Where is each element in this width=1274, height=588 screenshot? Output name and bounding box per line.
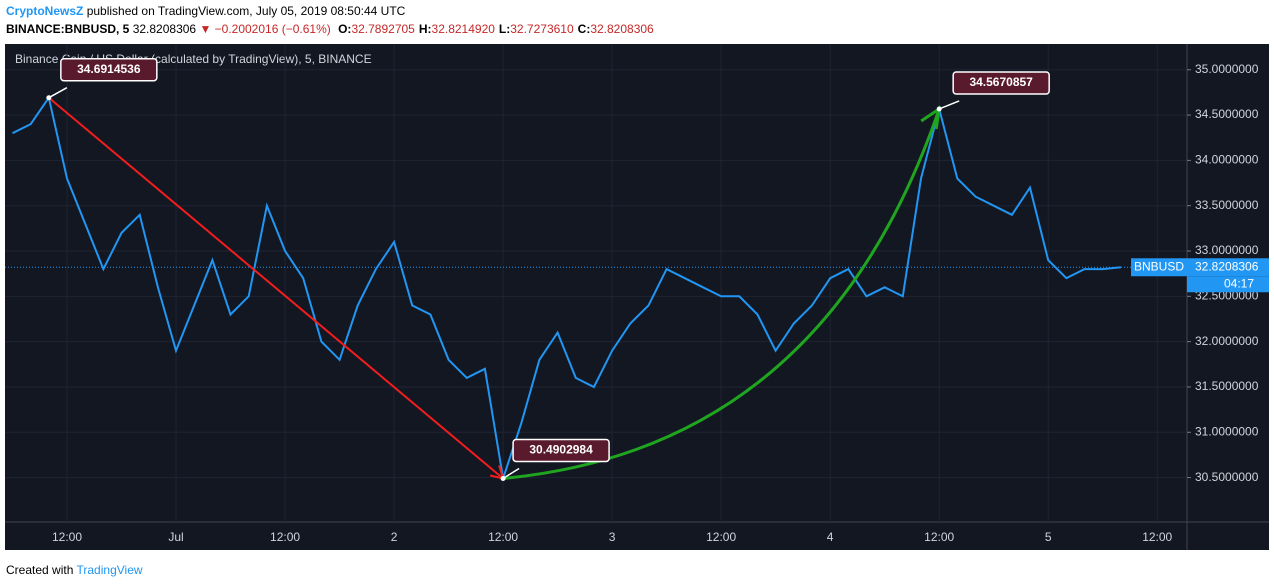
callout-dot [936, 106, 942, 112]
y-tick-label: 31.0000000 [1195, 424, 1259, 438]
ohlc-value: 32.8214920 [431, 22, 495, 36]
ohlc-key: O: [338, 22, 352, 36]
published: published on TradingView.com, July 05, 2… [86, 4, 406, 18]
ohlc-key: L: [498, 22, 511, 36]
trend-down [48, 96, 504, 480]
trend-up [502, 108, 941, 480]
y-tick-label: 31.5000000 [1195, 379, 1259, 393]
y-tick-label: 34.5000000 [1195, 107, 1259, 121]
x-tick-label: 12:00 [52, 530, 82, 544]
callout-label: 30.4902984 [529, 443, 593, 457]
price-tag-label: 32.8208306 [1195, 259, 1259, 273]
footer: Created with TradingView [6, 563, 143, 577]
x-tick-label: 3 [609, 530, 616, 544]
y-tick-label: 34.0000000 [1195, 153, 1259, 167]
callout-box [952, 71, 1050, 95]
ohlc-value: 32.8208306 [590, 22, 654, 36]
callout-line [502, 467, 520, 480]
y-tick-label: 32.0000000 [1195, 334, 1259, 348]
y-tick-label: 33.0000000 [1195, 243, 1259, 257]
x-tick-label: Jul [168, 530, 183, 544]
x-tick-label: 12:00 [270, 530, 300, 544]
y-tick-label: 30.5000000 [1195, 470, 1259, 484]
panel [5, 44, 1269, 550]
countdown: 04:17 [1224, 276, 1254, 290]
created: Created with [6, 563, 74, 577]
ohlc-key: C: [577, 22, 591, 36]
chart: Binance Coin / US Dollar (calculated by … [5, 44, 1269, 550]
publisher[interactable]: CryptoNewsZ [6, 4, 84, 18]
countdown-tag [1187, 276, 1269, 293]
y-tick-label: 33.5000000 [1195, 198, 1259, 212]
price-tag [1187, 258, 1269, 277]
x-tick-label: 5 [1045, 530, 1052, 544]
callout-dot [500, 475, 506, 481]
series-tag [1131, 258, 1187, 277]
ohlc-value: 32.7273610 [510, 22, 574, 36]
x-tick-label: 2 [391, 530, 398, 544]
symbol-line: BINANCE:BNBUSD, 5 32.8208306 ▼ −0.200201… [6, 22, 654, 36]
callout-line [938, 100, 960, 110]
callout-label: 34.5670857 [969, 75, 1033, 89]
callout-label: 34.6914536 [77, 62, 141, 76]
brand[interactable]: TradingView [76, 563, 143, 577]
callout-box [512, 438, 610, 463]
x-tick-label: 12:00 [1142, 530, 1172, 544]
header-line: CryptoNewsZ published on TradingView.com… [6, 4, 405, 18]
series-name: BNBUSD [1134, 259, 1184, 273]
x-tick-label: 12:00 [924, 530, 954, 544]
x-tick-label: 4 [827, 530, 834, 544]
callout-box [60, 57, 158, 82]
ohlc-key: H: [418, 22, 432, 36]
price: 32.8208306 [132, 22, 197, 36]
callout-line [48, 87, 68, 99]
callout-dot [46, 95, 52, 101]
x-tick-label: 12:00 [488, 530, 518, 544]
change: ▼ −0.2002016 (−0.61%) [199, 22, 331, 36]
x-tick-label: 12:00 [706, 530, 736, 544]
y-tick-label: 35.0000000 [1195, 62, 1259, 76]
ohlc-value: 32.7892705 [351, 22, 415, 36]
symbol: BINANCE:BNBUSD, 5 [6, 22, 130, 36]
